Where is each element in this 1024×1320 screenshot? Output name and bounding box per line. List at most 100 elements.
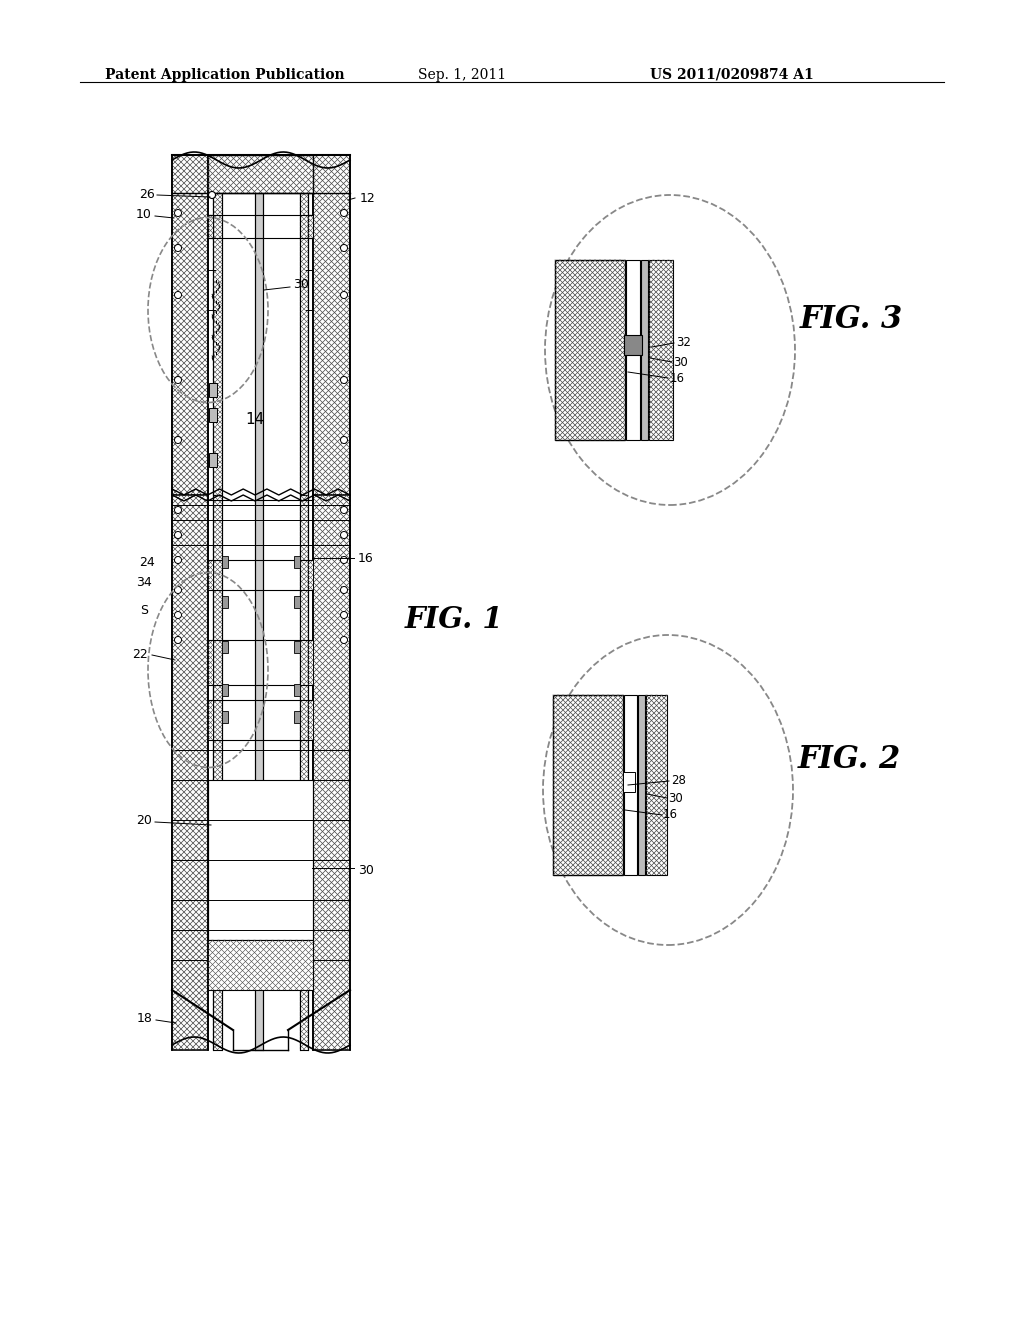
Text: Sep. 1, 2011: Sep. 1, 2011 (418, 69, 506, 82)
Bar (308, 640, 313, 685)
Circle shape (341, 210, 347, 216)
Bar (208, 154, 313, 193)
Circle shape (341, 376, 347, 384)
Bar (623, 772, 635, 792)
Bar (646, 696, 667, 875)
Bar (208, 640, 213, 685)
Circle shape (341, 611, 347, 619)
Bar (213, 495, 222, 1049)
Bar (213, 495, 222, 1049)
Bar (308, 640, 313, 685)
Bar (208, 560, 213, 590)
Bar (209, 383, 217, 397)
Bar (172, 495, 208, 1049)
Bar (300, 495, 308, 1049)
Bar (313, 154, 350, 495)
Bar (208, 215, 213, 238)
Bar (308, 215, 313, 238)
Circle shape (174, 376, 181, 384)
Bar (308, 215, 313, 238)
Text: 30: 30 (673, 355, 688, 368)
Bar (313, 495, 350, 1049)
Bar (222, 556, 228, 568)
Bar (649, 260, 673, 440)
Bar (300, 154, 308, 495)
Text: 30: 30 (293, 279, 309, 292)
Bar (255, 154, 263, 1049)
Circle shape (174, 636, 181, 644)
Text: 18: 18 (137, 1011, 153, 1024)
Circle shape (341, 437, 347, 444)
Bar (624, 335, 642, 355)
Bar (553, 696, 623, 875)
Bar (208, 940, 313, 990)
Bar (222, 684, 228, 696)
Bar (641, 260, 648, 440)
Bar (172, 495, 208, 1049)
Bar (553, 696, 623, 875)
Bar (308, 560, 313, 590)
Circle shape (341, 532, 347, 539)
Bar (294, 684, 300, 696)
Bar (172, 495, 208, 1049)
Bar (172, 154, 208, 495)
Bar (222, 711, 228, 723)
Text: FIG. 2: FIG. 2 (798, 744, 901, 776)
Bar (646, 696, 667, 875)
Circle shape (341, 636, 347, 644)
Bar (308, 700, 313, 741)
Bar (638, 696, 645, 875)
Circle shape (341, 292, 347, 298)
Text: 16: 16 (663, 808, 678, 821)
Bar (308, 560, 313, 590)
Bar (308, 640, 313, 685)
Bar (213, 154, 222, 495)
Text: 26: 26 (139, 189, 155, 202)
Bar (555, 260, 625, 440)
Circle shape (341, 244, 347, 252)
Bar (646, 696, 667, 875)
Circle shape (174, 210, 181, 216)
Text: FIG. 1: FIG. 1 (406, 606, 504, 635)
Text: 30: 30 (668, 792, 683, 804)
Circle shape (174, 532, 181, 539)
Text: 28: 28 (671, 774, 686, 787)
Bar (208, 640, 213, 685)
Circle shape (341, 586, 347, 594)
Ellipse shape (545, 195, 795, 506)
Bar (208, 940, 313, 990)
Circle shape (174, 611, 181, 619)
Bar (294, 597, 300, 609)
Bar (208, 700, 213, 741)
Circle shape (174, 557, 181, 564)
Circle shape (209, 191, 215, 198)
Bar (313, 495, 350, 1049)
Bar (308, 700, 313, 741)
Text: US 2011/0209874 A1: US 2011/0209874 A1 (650, 69, 814, 82)
Bar (300, 495, 308, 1049)
Bar (294, 556, 300, 568)
Bar (624, 696, 637, 875)
Bar (222, 642, 228, 653)
Text: 12: 12 (360, 191, 376, 205)
Bar (208, 154, 313, 1049)
Bar (649, 260, 673, 440)
Bar (208, 700, 213, 741)
Bar (308, 560, 313, 590)
Bar (213, 154, 222, 495)
Text: Patent Application Publication: Patent Application Publication (105, 69, 345, 82)
Bar (208, 560, 213, 590)
Bar (208, 215, 213, 238)
Bar (209, 453, 217, 467)
Bar (300, 154, 308, 495)
Bar (208, 940, 313, 990)
Text: 32: 32 (676, 335, 691, 348)
Bar (208, 154, 313, 193)
Text: 20: 20 (136, 813, 152, 826)
Circle shape (174, 437, 181, 444)
Bar (313, 495, 350, 1049)
Ellipse shape (543, 635, 793, 945)
Bar (555, 260, 625, 440)
Bar (208, 640, 213, 685)
Bar (208, 560, 213, 590)
